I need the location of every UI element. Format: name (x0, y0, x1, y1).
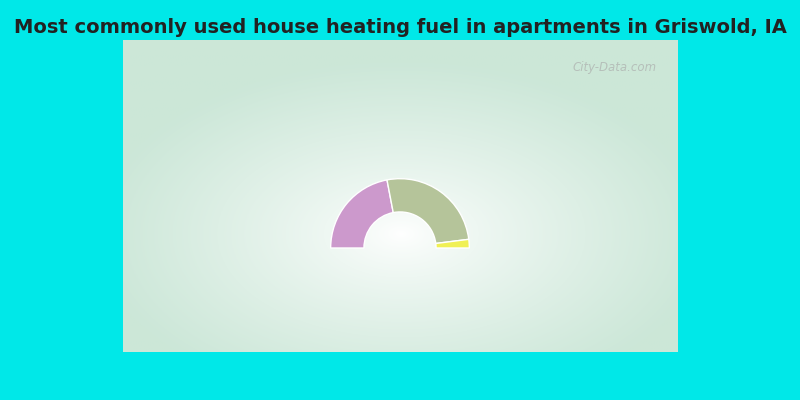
Wedge shape (387, 179, 469, 244)
Wedge shape (330, 180, 394, 248)
Wedge shape (436, 239, 470, 248)
Text: Most commonly used house heating fuel in apartments in Griswold, IA: Most commonly used house heating fuel in… (14, 18, 786, 37)
Text: City-Data.com: City-Data.com (573, 61, 657, 74)
